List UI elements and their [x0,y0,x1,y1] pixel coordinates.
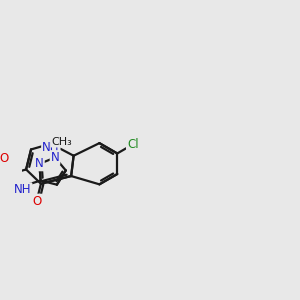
Text: N: N [35,157,44,170]
Text: N: N [51,151,59,164]
Text: O: O [32,195,41,208]
Text: NH: NH [42,140,60,154]
Text: Cl: Cl [127,138,139,151]
Text: O: O [0,152,8,165]
Text: NH: NH [14,183,32,196]
Text: CH₃: CH₃ [51,136,72,147]
